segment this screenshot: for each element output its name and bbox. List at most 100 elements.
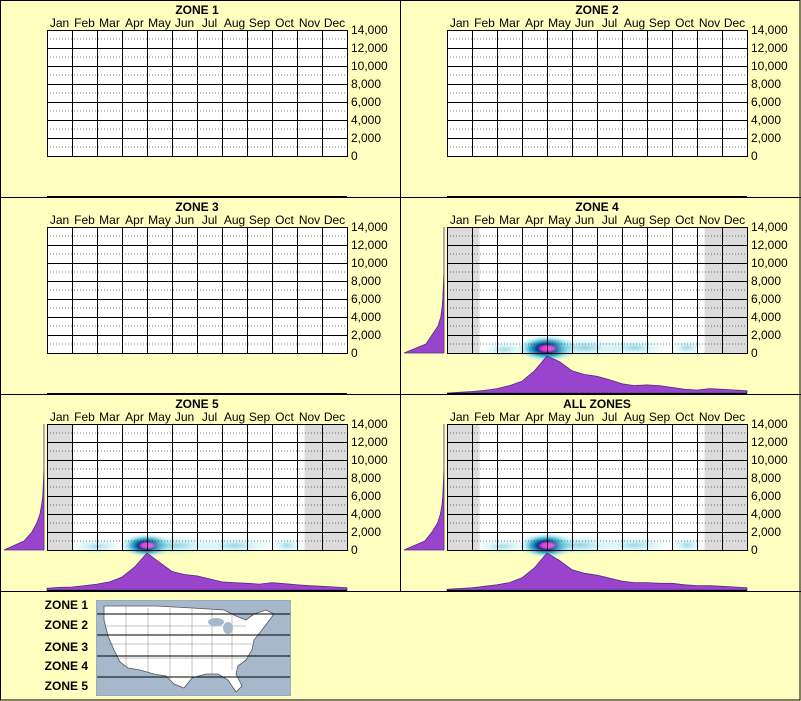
chart-panel-3: ZONE 3 Jan Feb Mar Apr May Jun Jul Aug Sep Oct Nov D…: [47, 200, 388, 394]
y-tick-label: 12,000: [751, 238, 788, 252]
month-label-apr: Apr: [525, 16, 544, 30]
month-label-dec: Dec: [324, 213, 345, 227]
chart-title: ALL ZONES: [563, 397, 631, 411]
chart-panel-6: ALL ZONES Jan Feb Mar Apr May Jun Jul Aug Sep Oct N…: [403, 397, 788, 591]
month-label-dec: Dec: [724, 213, 745, 227]
y-tick-label: 4,000: [751, 113, 781, 127]
month-label-may: May: [148, 410, 171, 424]
month-label-mar: Mar: [499, 213, 520, 227]
zone-map: [96, 600, 291, 696]
y-tick-label: 4,000: [751, 507, 781, 521]
y-tick-label: 14,000: [351, 23, 388, 37]
month-label-jan: Jan: [50, 16, 69, 30]
chart-panel-4: ZONE 4 Jan Feb Mar Apr May Jun Jul Aug Sep Oct Nov D…: [403, 200, 788, 394]
y-tick-label: 8,000: [751, 471, 781, 485]
y-tick-label: 10,000: [751, 256, 788, 270]
month-label-sep: Sep: [649, 16, 671, 30]
month-label-sep: Sep: [249, 16, 271, 30]
elevation-density-curve: [403, 227, 445, 354]
elevation-density-curve: [3, 424, 45, 551]
month-label-jun: Jun: [575, 213, 594, 227]
month-label-mar: Mar: [99, 213, 120, 227]
month-label-feb: Feb: [474, 213, 495, 227]
y-tick-label: 2,000: [751, 328, 781, 342]
legend-zone-3: ZONE 3: [44, 640, 88, 654]
legend-zone-2: ZONE 2: [44, 618, 88, 632]
y-tick-label: 0: [751, 346, 758, 360]
month-label-may: May: [148, 213, 171, 227]
month-label-nov: Nov: [699, 16, 720, 30]
month-label-may: May: [148, 16, 171, 30]
month-label-may: May: [548, 213, 571, 227]
month-label-feb: Feb: [474, 410, 495, 424]
y-tick-label: 0: [351, 543, 358, 557]
plot-border: [47, 30, 348, 157]
y-tick-label: 14,000: [751, 417, 788, 431]
month-label-mar: Mar: [499, 410, 520, 424]
month-density-curve: [446, 552, 748, 591]
y-tick-label: 4,000: [351, 113, 381, 127]
y-tick-label: 2,000: [751, 131, 781, 145]
month-label-jul: Jul: [602, 213, 617, 227]
y-tick-label: 2,000: [751, 525, 781, 539]
y-tick-label: 4,000: [351, 310, 381, 324]
y-tick-label: 10,000: [351, 453, 388, 467]
y-tick-label: 2,000: [351, 525, 381, 539]
y-tick-label: 6,000: [751, 95, 781, 109]
heat-hotspot-3: [602, 338, 667, 357]
plot-border: [447, 424, 748, 551]
heat-hotspot-3: [598, 536, 671, 554]
plot-border: [47, 227, 348, 354]
month-label-jun: Jun: [175, 16, 194, 30]
month-label-nov: Nov: [299, 16, 320, 30]
y-tick-label: 0: [351, 346, 358, 360]
month-label-aug: Aug: [224, 16, 245, 30]
month-label-jun: Jun: [575, 410, 594, 424]
y-tick-label: 4,000: [751, 310, 781, 324]
y-tick-label: 12,000: [351, 41, 388, 55]
month-label-aug: Aug: [624, 213, 645, 227]
month-label-jan: Jan: [450, 16, 469, 30]
y-tick-label: 12,000: [751, 41, 788, 55]
y-tick-label: 10,000: [351, 59, 388, 73]
month-label-jan: Jan: [450, 213, 469, 227]
month-label-may: May: [548, 16, 571, 30]
lake: [208, 618, 224, 626]
month-label-jun: Jun: [575, 16, 594, 30]
month-label-jul: Jul: [602, 16, 617, 30]
month-label-apr: Apr: [125, 16, 144, 30]
month-label-feb: Feb: [74, 16, 95, 30]
y-tick-label: 6,000: [751, 489, 781, 503]
month-label-sep: Sep: [649, 410, 671, 424]
month-label-mar: Mar: [99, 16, 120, 30]
y-tick-label: 12,000: [351, 238, 388, 252]
month-label-jan: Jan: [50, 213, 69, 227]
month-label-jul: Jul: [202, 16, 217, 30]
y-tick-label: 6,000: [351, 95, 381, 109]
y-tick-label: 2,000: [351, 328, 381, 342]
y-tick-label: 8,000: [751, 77, 781, 91]
month-label-oct: Oct: [675, 410, 694, 424]
legend-zone-5: ZONE 5: [44, 679, 88, 693]
plot-border: [47, 424, 348, 551]
month-label-feb: Feb: [74, 410, 95, 424]
y-tick-label: 10,000: [751, 59, 788, 73]
month-label-oct: Oct: [275, 16, 294, 30]
month-label-dec: Dec: [324, 16, 345, 30]
y-tick-label: 8,000: [351, 471, 381, 485]
y-tick-label: 12,000: [351, 435, 388, 449]
y-tick-label: 2,000: [351, 131, 381, 145]
y-tick-label: 0: [751, 543, 758, 557]
month-label-may: May: [548, 410, 571, 424]
y-tick-label: 10,000: [351, 256, 388, 270]
y-tick-label: 0: [351, 149, 358, 163]
month-label-nov: Nov: [699, 410, 720, 424]
plot-border: [447, 227, 748, 354]
y-tick-label: 14,000: [751, 220, 788, 234]
y-tick-label: 14,000: [751, 23, 788, 37]
month-label-aug: Aug: [224, 410, 245, 424]
y-tick-label: 8,000: [751, 274, 781, 288]
month-label-apr: Apr: [525, 213, 544, 227]
heat-hotspot-3: [195, 536, 274, 555]
